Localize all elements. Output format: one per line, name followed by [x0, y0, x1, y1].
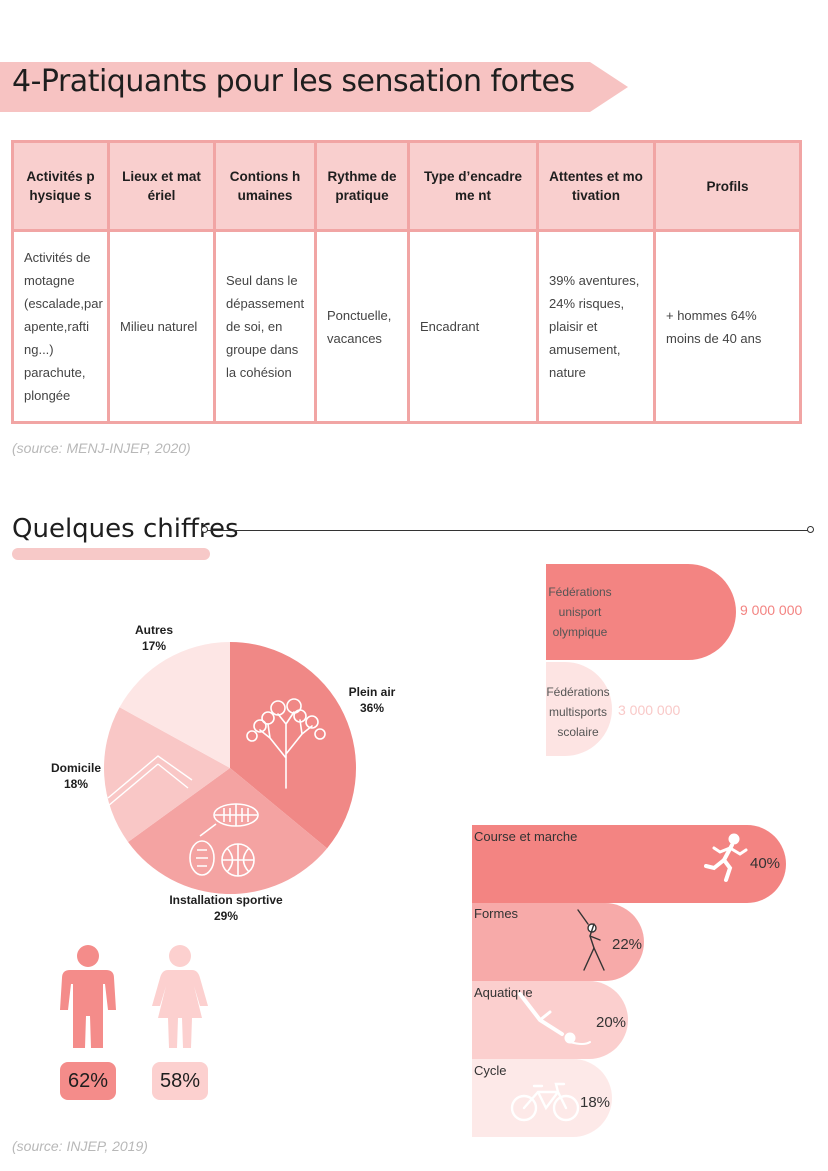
rule-dot [201, 526, 208, 533]
federation-label: Fédérations multisports scolaire [546, 685, 610, 739]
sports-balls-icon [189, 803, 259, 877]
header-cell: Profils [653, 140, 802, 232]
table-cell: Encadrant [407, 229, 539, 424]
table-row: Activités de motagne (escalade,par apent… [11, 229, 802, 424]
title-banner [0, 62, 628, 112]
woman-icon [152, 945, 208, 1048]
federation-value: 9 000 000 [740, 602, 803, 618]
header-cell: Type d’encadreme nt [407, 140, 539, 232]
table-cell: Activités de motagne (escalade,par apent… [11, 229, 110, 424]
source-note: (source: MENJ-INJEP, 2020) [12, 440, 191, 456]
federation-label: Fédérations unisport olympique [548, 585, 612, 639]
pie-slice-autres [119, 642, 230, 768]
pie-slice-installation-sportive [128, 768, 328, 894]
pie-slice-domicile [103, 707, 230, 843]
activity-percent: 40% [750, 855, 781, 872]
activity-bar-aquatique [472, 981, 628, 1059]
page-title: 4-Pratiquants pour les sensation fortes [12, 64, 575, 99]
header-cell: Activités physique s [11, 140, 110, 232]
rule-dot [807, 526, 814, 533]
header-cell: Contions humaines [213, 140, 317, 232]
section-rule [206, 530, 810, 531]
federation-bar-unisport [546, 564, 736, 660]
table-header-row: Activités physique s Lieux et matériel C… [11, 140, 802, 232]
table-cell: 39% aventures, 24% risques, plaisir et a… [536, 229, 656, 424]
header-cell: Lieux et matériel [107, 140, 216, 232]
section-title: Quelques chiffres [12, 514, 239, 544]
female-percent-badge: 58% [152, 1062, 208, 1100]
activity-table: Activités physique s Lieux et matériel C… [11, 140, 802, 424]
pie-label-domicile: Domicile 18% [50, 761, 101, 791]
male-percent-badge: 62% [60, 1062, 116, 1100]
federation-value: 3 000 000 [618, 702, 681, 718]
source-note: (source: INJEP, 2019) [12, 1138, 148, 1154]
pie-label-plein-air: Plein air 36% [348, 685, 396, 715]
diver-icon [518, 992, 591, 1045]
pie-chart [103, 642, 357, 894]
pie-label-installation: Installation sportive 29% [169, 893, 283, 923]
tree-icon [246, 698, 326, 789]
bicycle-icon [510, 1082, 580, 1122]
house-icon [107, 755, 193, 807]
pie-label-autres: Autres 17% [134, 623, 173, 653]
activity-label: Aquatique [474, 985, 533, 1000]
activity-label: Cycle [474, 1063, 507, 1078]
activity-bar-formes [472, 903, 644, 981]
activity-label: Course et marche [474, 829, 578, 844]
activity-label: Formes [474, 906, 519, 921]
header-cell: Rythme de pratique [314, 140, 410, 232]
activity-percent: 18% [580, 1094, 611, 1111]
section-underline [12, 548, 210, 560]
table-cell: Ponctuelle, vacances [314, 229, 410, 424]
header-cell: Attentes et motivation [536, 140, 656, 232]
runner-icon [704, 833, 748, 882]
table-cell: + hommes 64% moins de 40 ans [653, 229, 802, 424]
man-icon [60, 945, 116, 1048]
stretching-icon [577, 909, 605, 971]
activity-percent: 20% [596, 1014, 627, 1031]
table-cell: Seul dans le dépassement de soi, en grou… [213, 229, 317, 424]
table-cell: Milieu naturel [107, 229, 216, 424]
activity-percent: 22% [612, 936, 643, 953]
